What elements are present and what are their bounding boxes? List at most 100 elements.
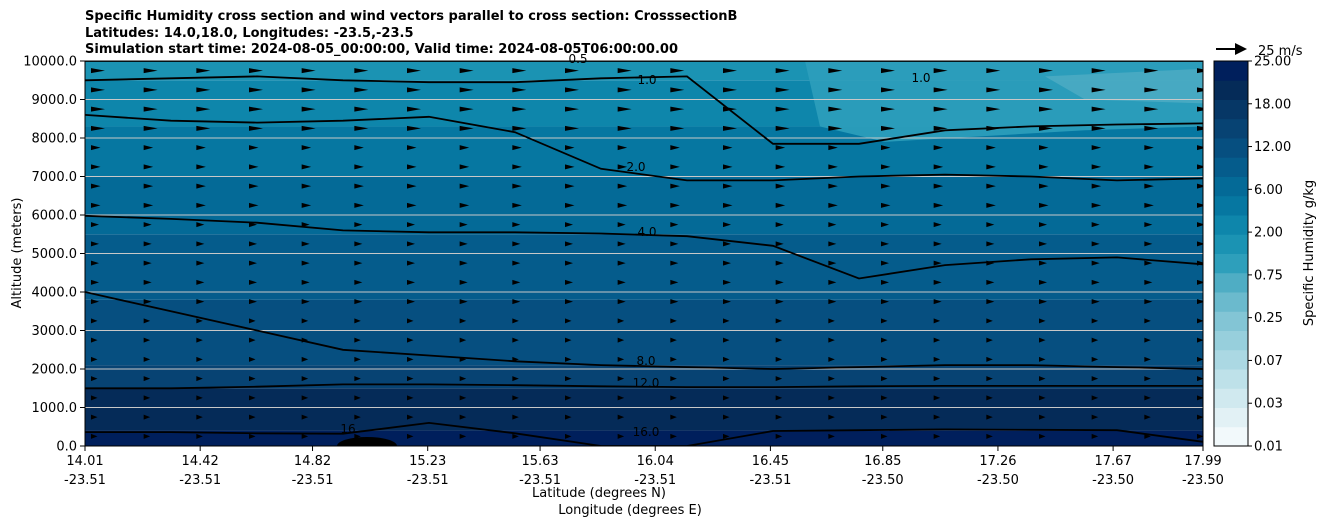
wind-arrow (407, 87, 421, 93)
colorbar-tick-label: 0.03 (1254, 397, 1283, 412)
x-tick-label-lon: -23.50 (1182, 473, 1224, 488)
wind-arrow (828, 222, 837, 228)
wind-arrow (354, 106, 369, 112)
contour-line-16.0 (85, 421, 1203, 446)
wind-arrow (617, 279, 626, 285)
wind-arrow (459, 222, 468, 228)
colorbar-segment (1214, 311, 1248, 331)
x-axis-label-lon: Longitude (degrees E) (558, 503, 702, 518)
wind-arrow (1144, 68, 1159, 74)
wind-arrow (828, 414, 835, 420)
colorbar-tick-label: 12.00 (1254, 140, 1291, 155)
contour-label: 8.0 (636, 354, 655, 368)
wind-arrow (670, 125, 685, 131)
contour-labels: 1.0 2.0 4.0 8.0 12.0 16.0 16 1.0 0.5 (340, 52, 930, 439)
wind-arrow (775, 183, 786, 189)
wind-arrow (881, 87, 895, 93)
x-tick-label-lon: -23.51 (64, 473, 106, 488)
wind-arrow (1039, 68, 1053, 74)
wind-arrow (143, 106, 158, 112)
wind-arrow (249, 337, 256, 343)
wind-arrow (828, 395, 835, 401)
y-axis: 0.0 1000.0 2000.0 3000.0 4000.0 5000.0 6000.0 7… (23, 55, 85, 455)
wind-arrow (1091, 318, 1099, 324)
wind-arrow (354, 202, 364, 208)
wind-arrow (91, 414, 98, 420)
wind-arrow (881, 106, 895, 112)
wind-arrow (1091, 395, 1099, 401)
wind-arrow (617, 395, 625, 401)
wind-arrow (354, 433, 361, 439)
wind-vectors (91, 68, 1203, 439)
wind-arrow (723, 260, 731, 266)
wind-arrow (617, 145, 628, 151)
wind-arrow (617, 356, 625, 362)
wind-arrow (723, 299, 731, 305)
colorbar-segment (1214, 176, 1248, 197)
x-tick-label-lon: -23.51 (749, 473, 791, 488)
wind-arrow (933, 414, 941, 420)
wind-arrow (881, 299, 889, 305)
wind-arrow (1144, 260, 1153, 266)
wind-arrow (670, 433, 677, 439)
wind-arrow (249, 202, 259, 208)
colorbar-segment (1214, 407, 1248, 428)
wind-arrow (1039, 241, 1047, 247)
wind-arrow (407, 202, 417, 208)
wind-arrow (91, 356, 98, 362)
wind-arrow (354, 299, 363, 305)
wind-arrow (933, 376, 941, 382)
wind-arrow (91, 106, 105, 112)
wind-arrow (1091, 164, 1102, 170)
wind-arrow (933, 433, 941, 439)
x-tick-label-lon: -23.50 (977, 473, 1019, 488)
wind-arrow (1091, 106, 1106, 112)
colorbar-tick-label: 0.01 (1254, 440, 1283, 455)
wind-arrow (459, 106, 474, 112)
wind-arrow (881, 376, 888, 382)
wind-arrow (617, 183, 628, 189)
wind-arrow (301, 318, 309, 324)
wind-arrow (459, 241, 468, 247)
wind-arrow (1039, 356, 1046, 362)
x-tick-label-lat: 15.23 (409, 454, 446, 469)
title-line-3: Simulation start time: 2024-08-05_00:00:… (85, 42, 678, 57)
wind-arrow (196, 260, 205, 266)
wind-arrow (1197, 433, 1203, 439)
wind-arrow (407, 183, 417, 189)
wind-arrow (933, 183, 944, 189)
wind-arrow (1091, 202, 1102, 208)
x-tick-label-lat: 16.45 (752, 454, 789, 469)
wind-arrow (670, 395, 677, 401)
wind-arrow (986, 164, 996, 170)
wind-arrow (249, 125, 263, 131)
colorbar-label: Specific Humidity g/kg (1302, 180, 1317, 326)
wind-arrow (512, 318, 519, 324)
x-tick-label-lon: -23.51 (634, 473, 676, 488)
wind-arrow (986, 299, 995, 305)
wind-arrow (933, 356, 941, 362)
wind-arrow (881, 414, 888, 420)
wind-arrow (986, 222, 995, 228)
wind-arrow (1197, 125, 1203, 131)
wind-arrow (512, 414, 519, 420)
wind-arrow (301, 260, 310, 266)
wind-arrow (249, 414, 256, 420)
wind-arrow (249, 222, 257, 228)
wind-arrow (1091, 68, 1106, 74)
wind-arrow (301, 68, 316, 74)
wind-arrow (828, 241, 837, 247)
x-tick-label-lat: 14.82 (294, 454, 331, 469)
colorbar-segment (1214, 349, 1248, 370)
wind-arrow (565, 260, 573, 266)
wind-arrow (143, 125, 158, 131)
wind-arrow (986, 376, 993, 382)
wind-arrow (1144, 433, 1151, 439)
wind-arrow (565, 241, 573, 247)
wind-arrow (723, 106, 737, 112)
wind-arrow (617, 241, 626, 247)
wind-arrow (986, 395, 993, 401)
x-tick-label-lon: -23.51 (519, 473, 561, 488)
wind-arrow (933, 202, 944, 208)
wind-arrow (1197, 356, 1203, 362)
